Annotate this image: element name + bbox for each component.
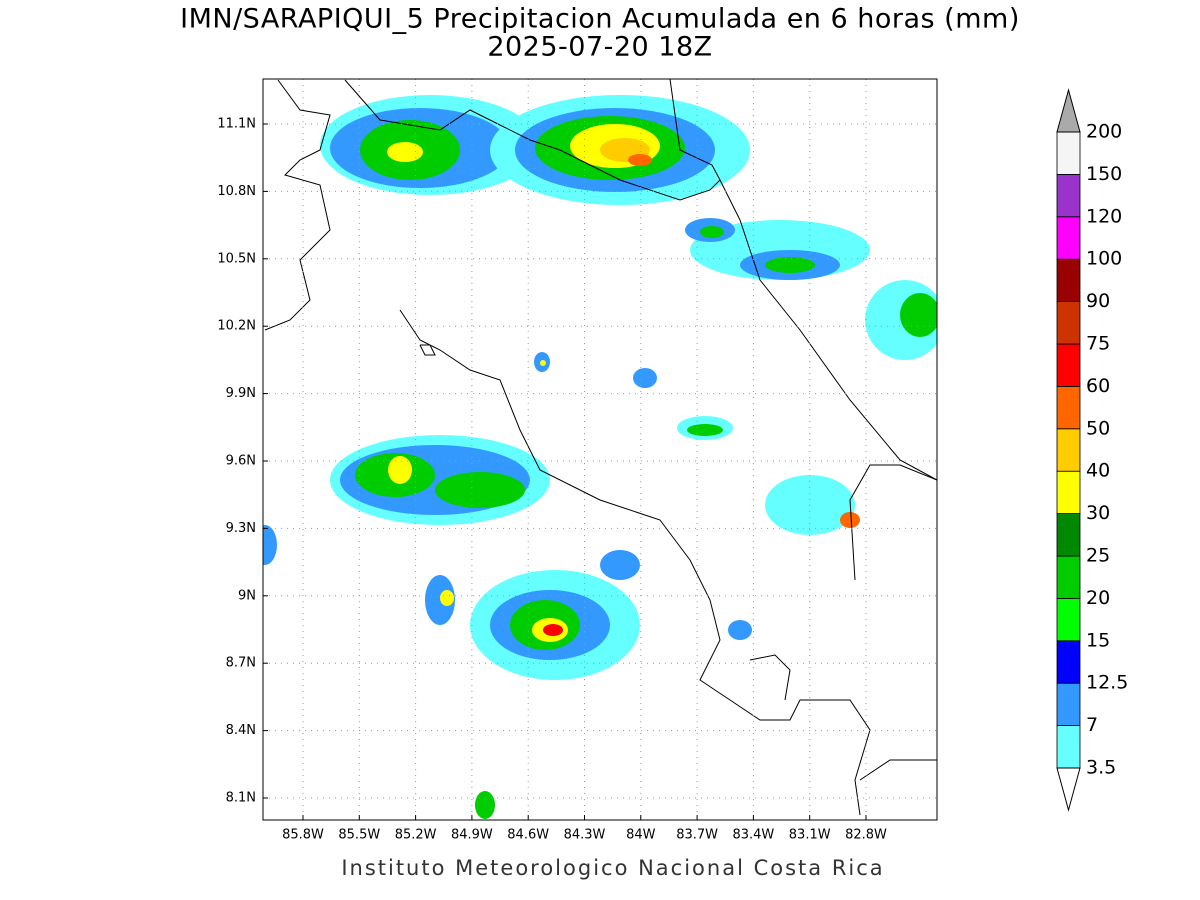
- colorbar-label: 3.5: [1086, 757, 1116, 779]
- colorbar-segment: [1056, 173, 1081, 218]
- lon-label: 84.6W: [507, 828, 549, 843]
- colorbar-label: 150: [1086, 163, 1122, 185]
- lat-label: 10.2N: [217, 319, 256, 334]
- plot: [262, 78, 938, 821]
- lon-label: 85.5W: [338, 828, 380, 843]
- lon-label: 84.3W: [564, 828, 606, 843]
- lon-label: 85.2W: [395, 828, 437, 843]
- colorbar-label: 90: [1086, 290, 1110, 312]
- title: IMN/SARAPIQUI_5 Precipitacion Acumulada …: [180, 4, 1020, 35]
- colorbar-label: 75: [1086, 333, 1110, 355]
- footer: Instituto Meteorologico Nacional Costa R…: [341, 856, 884, 880]
- subtitle: 2025-07-20 18Z: [487, 32, 712, 63]
- lon-label: 83.7W: [676, 828, 718, 843]
- colorbar-label: 25: [1086, 545, 1110, 567]
- colorbar-label: 40: [1086, 460, 1110, 482]
- north-band: [320, 95, 937, 360]
- colorbar-segment: [1056, 343, 1081, 387]
- colorbar-label: 30: [1086, 502, 1110, 524]
- colorbar-under-arrow: [1056, 767, 1081, 812]
- colorbar-segment: [1056, 640, 1081, 684]
- lat-label: 8.7N: [226, 656, 256, 671]
- colorbar-segment: [1056, 555, 1081, 599]
- lon-label: 85.8W: [282, 828, 324, 843]
- lon-label: 82.8W: [845, 828, 887, 843]
- grid: [263, 79, 937, 820]
- lon-label: 83.1W: [789, 828, 831, 843]
- colorbar-label: 12.5: [1086, 672, 1128, 694]
- lat-label: 9.3N: [226, 521, 256, 536]
- colorbar-segment: [1056, 216, 1081, 260]
- colorbar-segment: [1056, 513, 1081, 557]
- lat-label: 10.8N: [217, 184, 256, 199]
- colorbar-label: 20: [1086, 587, 1110, 609]
- lat-label: 9N: [238, 588, 256, 603]
- plot-frame: [262, 78, 938, 821]
- lat-label: 8.1N: [226, 791, 256, 806]
- colorbar-segment: [1056, 428, 1081, 472]
- lat-label: 10.5N: [217, 251, 256, 266]
- colorbar-segment: [1056, 470, 1081, 515]
- colorbar-segment: [1056, 301, 1081, 345]
- lat-label: 9.6N: [226, 454, 256, 469]
- coastlines: [264, 79, 937, 816]
- colorbar-label: 15: [1086, 629, 1110, 651]
- colorbar-label: 200: [1086, 121, 1122, 143]
- lon-label: 84W: [626, 828, 656, 843]
- colorbar-segment: [1056, 131, 1081, 175]
- colorbar-over-arrow: [1056, 88, 1081, 133]
- colorbar-label: 100: [1086, 248, 1122, 270]
- colorbar-label: 7: [1086, 714, 1098, 736]
- colorbar-segment: [1056, 598, 1081, 642]
- colorbar-segment: [1056, 682, 1081, 727]
- colorbar-label: 50: [1086, 417, 1110, 439]
- lat-label: 9.9N: [226, 386, 256, 401]
- precip-field: [263, 79, 937, 819]
- colorbar-segment: [1056, 385, 1081, 430]
- central-cells: [263, 352, 860, 819]
- colorbar-segment: [1056, 258, 1081, 303]
- lon-label: 84.9W: [451, 828, 493, 843]
- lon-label: 83.4W: [732, 828, 774, 843]
- lat-label: 8.4N: [226, 723, 256, 738]
- colorbar: 3.5 7 12.5 15 20 25 30 40 50 60 75 90 100 120 150 200: [1056, 88, 1128, 812]
- colorbar-label: 120: [1086, 205, 1122, 227]
- colorbar-label: 60: [1086, 375, 1110, 397]
- colorbar-segment: [1056, 725, 1081, 769]
- lat-label: 11.1N: [217, 117, 256, 132]
